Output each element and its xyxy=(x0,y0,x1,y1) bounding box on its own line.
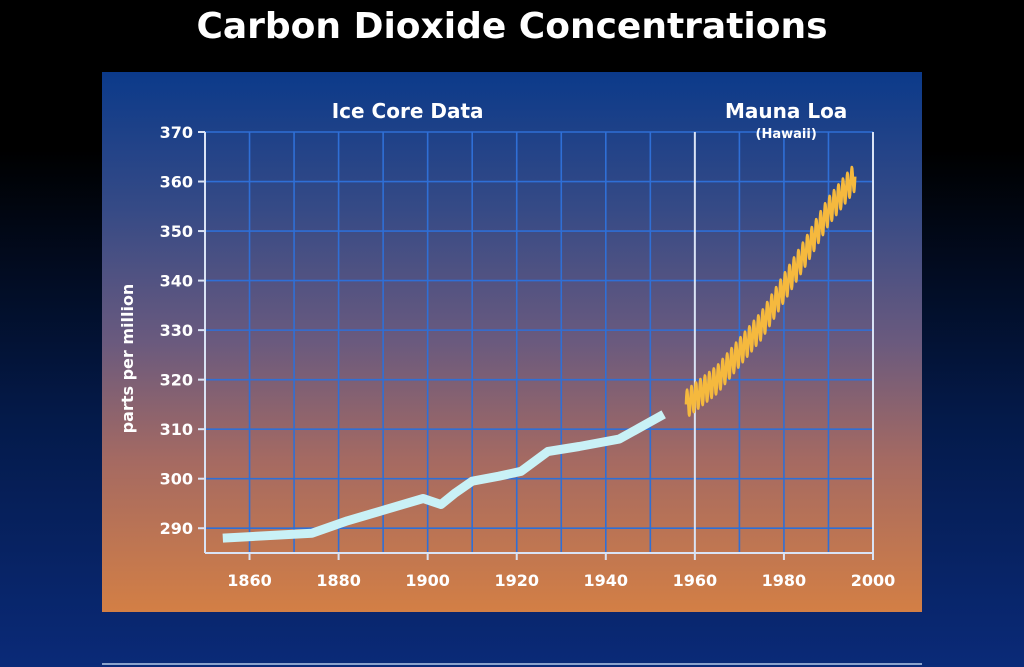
ice-core-series-line xyxy=(222,410,666,543)
y-tick-label: 290 xyxy=(160,519,193,538)
y-axis-label: parts per million xyxy=(118,284,137,434)
divider-line xyxy=(102,663,922,665)
y-tick-label: 300 xyxy=(160,470,193,489)
x-tick-label: 2000 xyxy=(851,571,896,590)
x-tick-label: 1980 xyxy=(762,571,807,590)
y-tick-label: 360 xyxy=(160,173,193,192)
y-tick-label: 370 xyxy=(160,123,193,142)
x-tick-label: 1940 xyxy=(584,571,629,590)
page-title: Carbon Dioxide Concentrations xyxy=(196,6,828,47)
chart-panel: 290 300 310 320 330 340 350 360 370 1860 1880 1900 1… xyxy=(102,72,922,612)
y-tick-label: 340 xyxy=(160,272,193,291)
x-tick-label: 1860 xyxy=(227,571,272,590)
x-tick-label: 1900 xyxy=(405,571,450,590)
y-tick-label: 310 xyxy=(160,420,193,439)
y-tick-label: 330 xyxy=(160,321,193,340)
section-label-ice-core: Ice Core Data xyxy=(332,99,484,123)
mauna-loa-series-line xyxy=(684,165,857,417)
co2-chart: 290 300 310 320 330 340 350 360 370 1860 1880 1900 1… xyxy=(118,99,896,590)
x-tick-label: 1880 xyxy=(316,571,361,590)
section-sublabel-hawaii: (Hawaii) xyxy=(756,127,817,142)
y-tick-label: 350 xyxy=(160,222,193,241)
section-label-mauna-loa: Mauna Loa xyxy=(725,99,847,123)
x-tick-label: 1960 xyxy=(673,571,718,590)
y-tick-label: 320 xyxy=(160,371,193,390)
x-tick-label: 1920 xyxy=(494,571,539,590)
